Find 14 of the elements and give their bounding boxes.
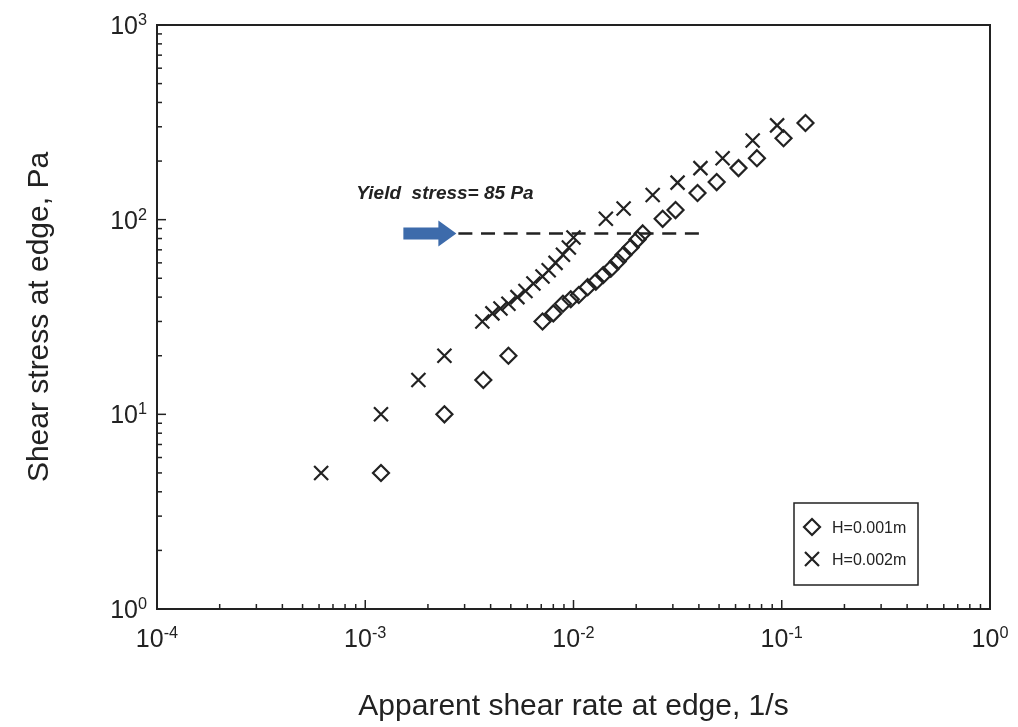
legend-label: H=0.001m xyxy=(832,519,907,536)
x-tick-label: 10$^{-1}$ xyxy=(760,623,803,652)
x-axis-title: Apparent shear rate at edge, 1/s xyxy=(358,688,789,721)
y-tick-label: 10$^{0}$ xyxy=(110,594,147,623)
y-axis-title: Shear stress at edge, Pa xyxy=(21,151,54,483)
x-tick-label: 10$^{-4}$ xyxy=(135,623,179,652)
x-tick-label: 10$^{-3}$ xyxy=(344,623,387,652)
y-tick-label: 10$^{2}$ xyxy=(110,204,147,234)
y-tick-label: 10$^{1}$ xyxy=(110,399,147,429)
annotation: Yield stress= 85 Pa xyxy=(356,182,535,204)
x-tick-label: 10$^{0}$ xyxy=(971,623,1009,652)
y-tick-label: 10$^{3}$ xyxy=(110,10,147,39)
legend-label: H=0.002m xyxy=(832,551,907,568)
x-tick-label: 10$^{-2}$ xyxy=(552,623,595,652)
